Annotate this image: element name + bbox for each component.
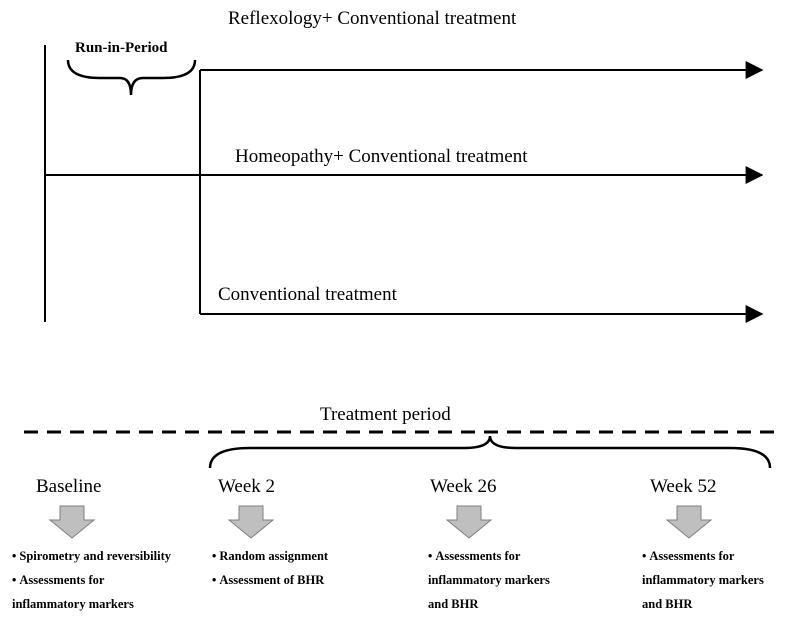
down-arrows <box>50 506 711 538</box>
arm-bot-label: Conventional treatment <box>218 284 397 306</box>
trial-diagram: Reflexology+ Conventional treatment Home… <box>0 0 800 623</box>
diagram-svg <box>0 0 800 623</box>
bullet: Assessments for <box>12 569 171 593</box>
arrow-baseline <box>50 506 94 538</box>
bullet-cont: inflammatory markers <box>428 569 550 593</box>
head-baseline: Baseline <box>36 476 101 498</box>
notes-w52: Assessments for inflammatory markers and… <box>642 545 764 616</box>
head-w2: Week 2 <box>218 476 275 498</box>
head-w26: Week 26 <box>430 476 497 498</box>
treatment-period-label: Treatment period <box>320 404 451 426</box>
bullet: Assessments for <box>642 545 764 569</box>
bullet-cont: inflammatory markers <box>12 593 171 617</box>
runin-brace <box>68 60 195 95</box>
bullet-cont: and BHR <box>642 593 764 617</box>
bullet: Assessments for <box>428 545 550 569</box>
arrow-w52 <box>667 506 711 538</box>
bullet: Random assignment <box>212 545 328 569</box>
notes-w26: Assessments for inflammatory markers and… <box>428 545 550 616</box>
arrow-w26 <box>447 506 491 538</box>
bullet: Assessment of BHR <box>212 569 328 593</box>
bullet: Spirometry and reversibility <box>12 545 171 569</box>
tp-brace <box>210 436 770 468</box>
notes-baseline: Spirometry and reversibility Assessments… <box>12 545 171 616</box>
runin-label: Run-in-Period <box>75 40 168 57</box>
head-w52: Week 52 <box>650 476 717 498</box>
arm-top-label: Reflexology+ Conventional treatment <box>228 8 516 30</box>
notes-w2: Random assignment Assessment of BHR <box>212 545 328 593</box>
arm-mid-label: Homeopathy+ Conventional treatment <box>235 146 527 168</box>
arrow-w2 <box>229 506 273 538</box>
bullet-cont: inflammatory markers <box>642 569 764 593</box>
bullet-cont: and BHR <box>428 593 550 617</box>
